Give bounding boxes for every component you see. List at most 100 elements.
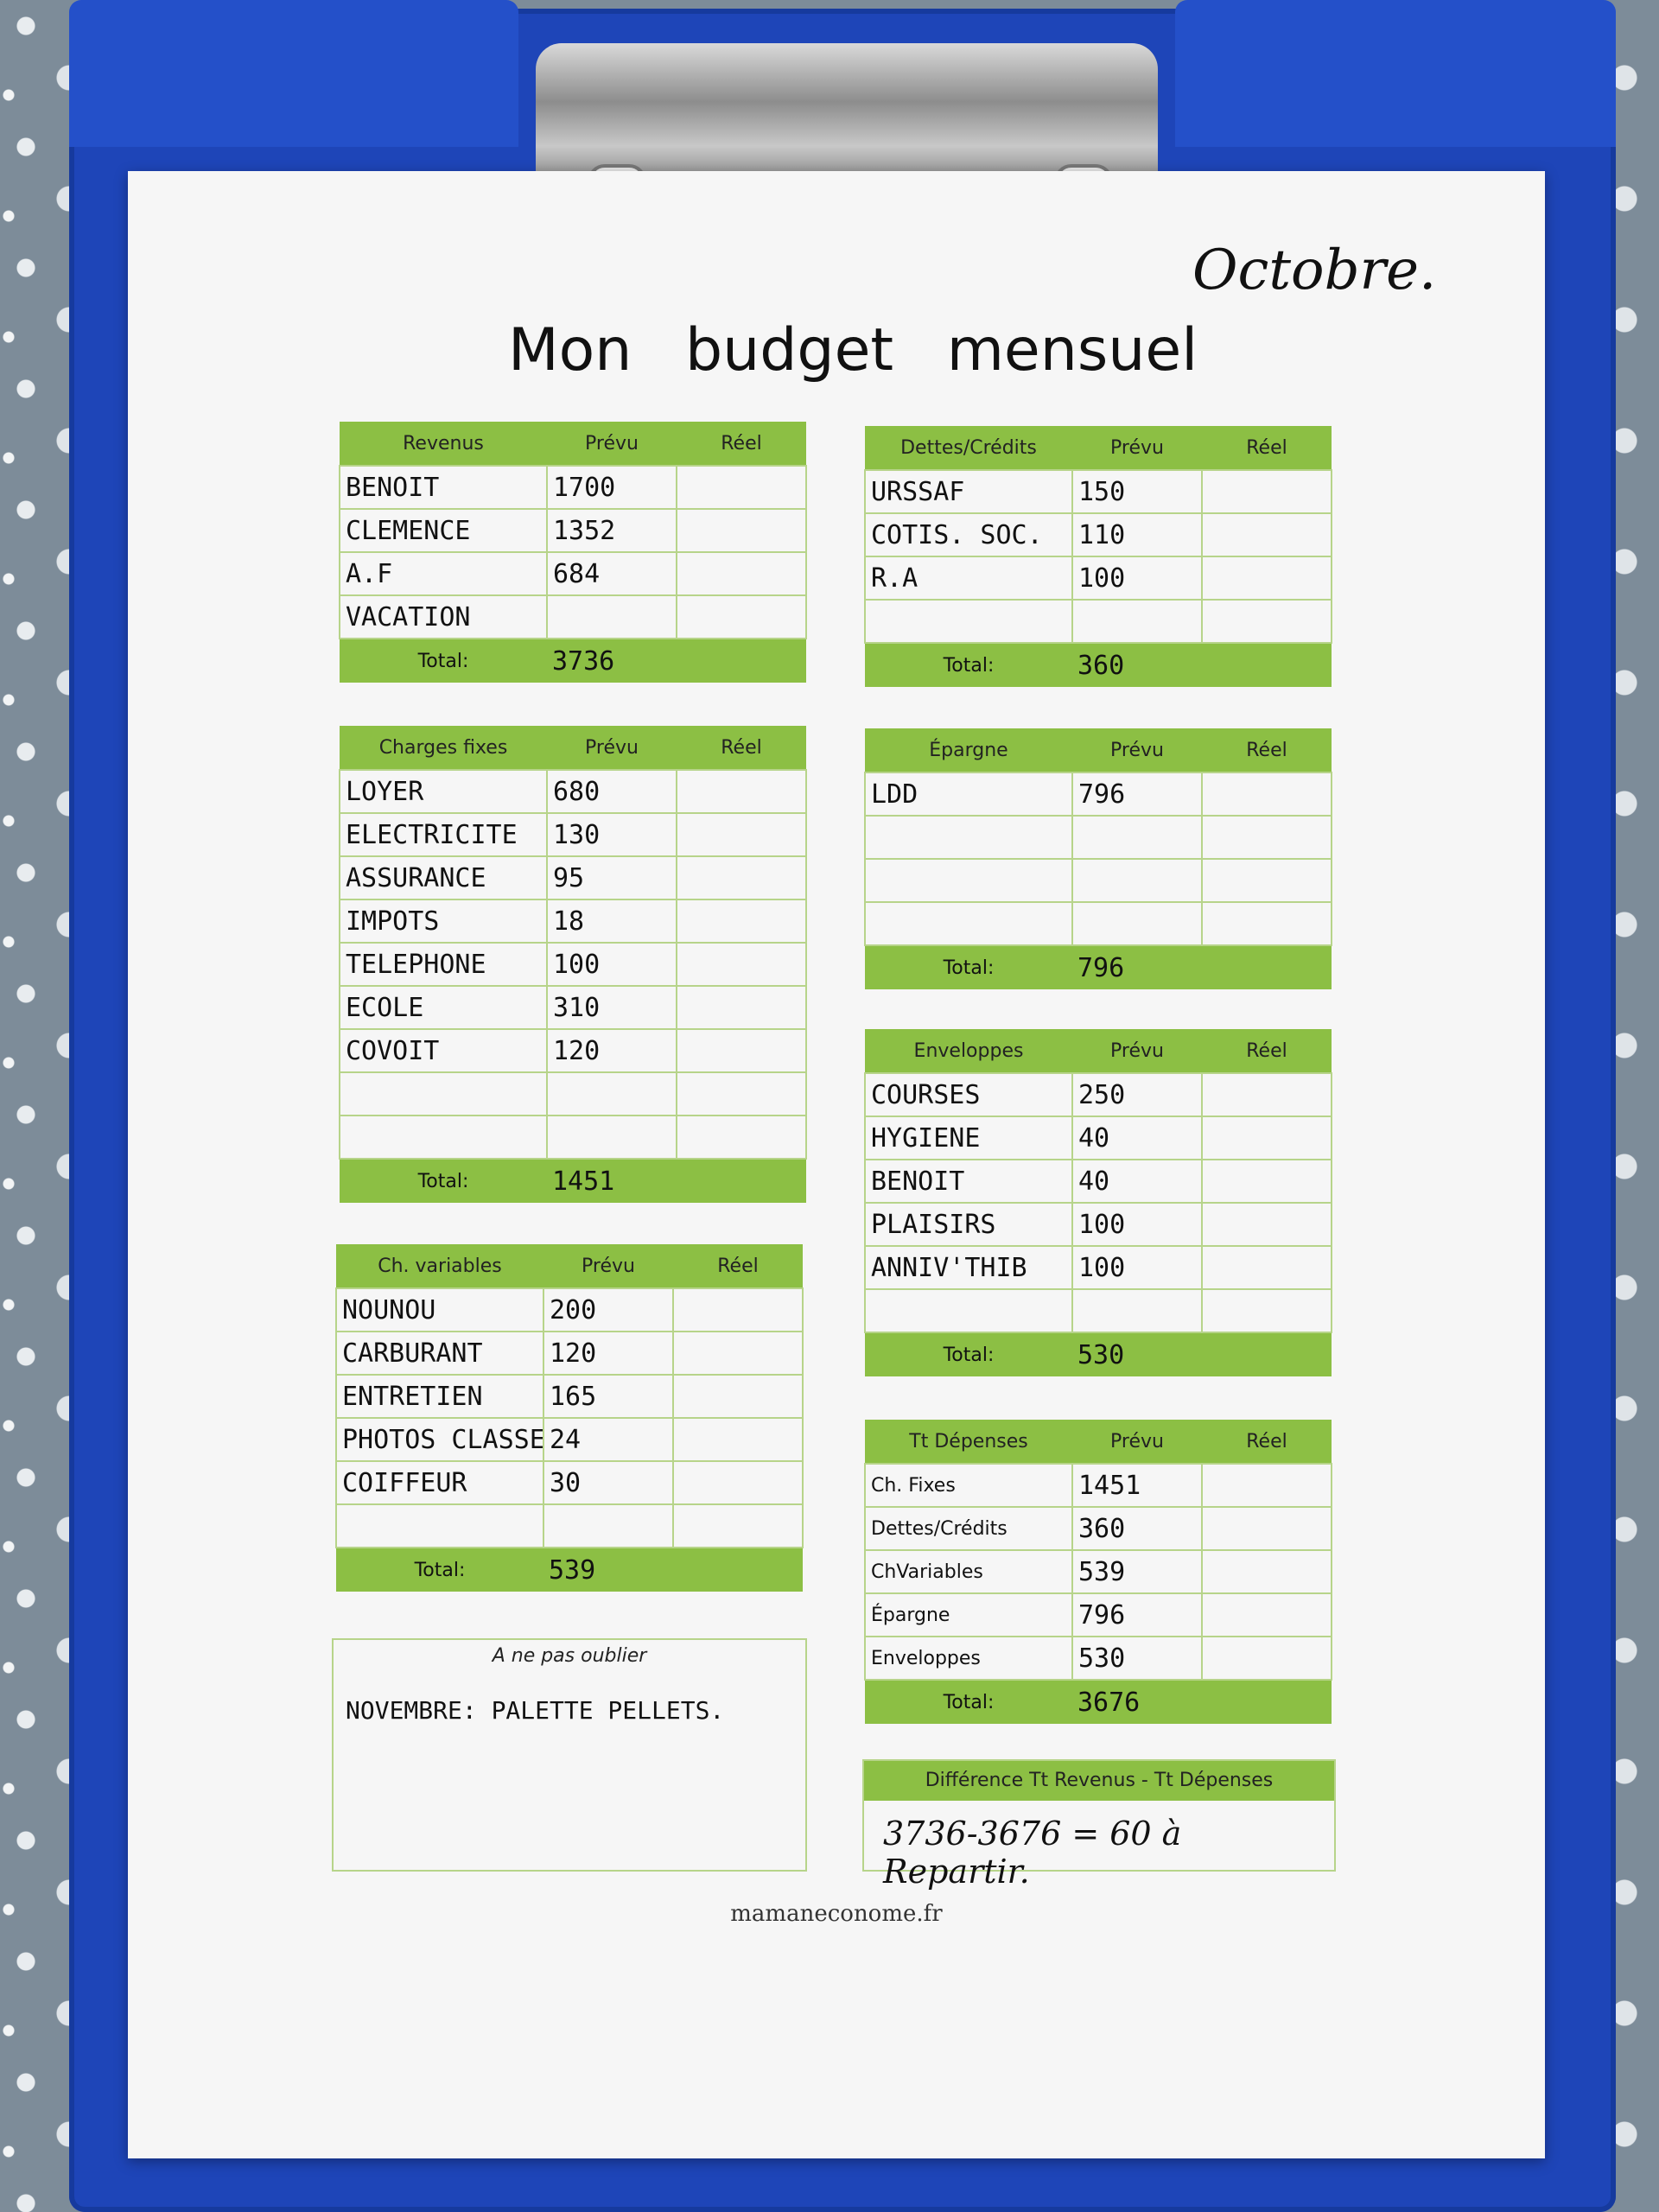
row-reel-value (672, 1503, 804, 1548)
table-row: Épargne 796 (864, 1592, 1332, 1637)
table-row: LDD 796 (864, 772, 1332, 817)
table-row: ANNIV'THIB 100 (864, 1245, 1332, 1290)
row-reel-value (1201, 556, 1332, 601)
table-row: BENOIT 1700 (339, 465, 807, 510)
row-prevu-value: 100 (1071, 556, 1203, 601)
row-reel-value (1201, 858, 1332, 903)
table-header-category: Charges fixes (340, 726, 547, 770)
table-header-reel: Réel (1202, 1420, 1332, 1464)
row-prevu-value: 40 (1071, 1116, 1203, 1160)
total-reel (1202, 1680, 1332, 1724)
table-row: ELECTRICITE 130 (339, 812, 807, 857)
row-label (339, 1115, 548, 1160)
table-header-category: Ch. variables (336, 1244, 543, 1288)
table-row: BENOIT 40 (864, 1159, 1332, 1204)
row-reel-value (676, 508, 807, 553)
row-label: Enveloppes (864, 1636, 1073, 1681)
row-label: HYGIENE (864, 1116, 1073, 1160)
row-reel-value (676, 855, 807, 900)
row-reel-value (676, 465, 807, 510)
table-header-reel: Réel (1202, 1029, 1332, 1073)
total-reel (677, 639, 806, 683)
total-label: Total: (865, 643, 1072, 687)
table-row: COVOIT 120 (339, 1028, 807, 1073)
table-header-reel: Réel (677, 422, 806, 466)
row-label: COTIS. SOC. (864, 512, 1073, 557)
row-reel-value (1201, 772, 1332, 817)
enveloppes-table: Enveloppes Prévu Réel COURSES 250 HYGIENE 40 BE… (864, 1029, 1332, 1376)
row-label (864, 1288, 1073, 1333)
row-reel-value (1201, 469, 1332, 514)
table-row: LOYER 680 (339, 769, 807, 814)
total-row: Total: 360 (865, 643, 1332, 687)
tt-depenses-table: Tt Dépenses Prévu Réel Ch. Fixes 1451 Dettes/… (864, 1420, 1332, 1724)
total-row: Total: 3676 (865, 1680, 1332, 1724)
row-prevu-value (546, 594, 677, 639)
row-label: COIFFEUR (335, 1460, 544, 1505)
row-reel-value (1201, 1072, 1332, 1117)
row-reel-value (1201, 599, 1332, 644)
row-prevu-value: 30 (543, 1460, 674, 1505)
table-row: A.F 684 (339, 551, 807, 596)
total-value: 530 (1072, 1332, 1202, 1376)
total-value: 796 (1072, 945, 1202, 989)
table-header-prevu: Prévu (1072, 1029, 1202, 1073)
row-prevu-value: 539 (1071, 1549, 1203, 1594)
row-label: PLAISIRS (864, 1202, 1073, 1247)
row-reel-value (1201, 901, 1332, 946)
row-reel-value (1201, 1245, 1332, 1290)
table-header-prevu: Prévu (1072, 1420, 1202, 1464)
row-label: LDD (864, 772, 1073, 817)
table-row: ASSURANCE 95 (339, 855, 807, 900)
budget-sheet: Octobre. Mon budget mensuel Revenus Prévu… (128, 171, 1545, 2158)
row-prevu-value: 680 (546, 769, 677, 814)
total-reel (1202, 1332, 1332, 1376)
table-header-category: Enveloppes (865, 1029, 1072, 1073)
row-prevu-value: 200 (543, 1287, 674, 1332)
table-row (864, 815, 1332, 860)
table-row: COIFFEUR 30 (335, 1460, 804, 1505)
row-label (335, 1503, 544, 1548)
website-footer: mamaneconome.fr (730, 1901, 943, 1927)
row-prevu-value: 1700 (546, 465, 677, 510)
table-row: TELEPHONE 100 (339, 942, 807, 987)
row-prevu-value (546, 1071, 677, 1116)
row-label (864, 901, 1073, 946)
total-label: Total: (865, 1332, 1072, 1376)
table-header-prevu: Prévu (543, 1244, 673, 1288)
row-prevu-value: 18 (546, 899, 677, 944)
row-prevu-value: 360 (1071, 1506, 1203, 1551)
row-prevu-value: 120 (546, 1028, 677, 1073)
reminder-header: A ne pas oublier (492, 1645, 647, 1667)
row-label: Épargne (864, 1592, 1073, 1637)
month-handwritten: Octobre. (1192, 238, 1437, 302)
total-row: Total: 539 (336, 1548, 803, 1592)
row-prevu-value: 250 (1071, 1072, 1203, 1117)
row-label: PHOTOS CLASSE (335, 1417, 544, 1462)
row-prevu-value: 530 (1071, 1636, 1203, 1681)
table-header-prevu: Prévu (547, 422, 677, 466)
ch-variables-table: Ch. variables Prévu Réel NOUNOU 200 CARBURANT… (335, 1244, 804, 1592)
row-prevu-value: 150 (1071, 469, 1203, 514)
table-row (339, 1071, 807, 1116)
row-reel-value (676, 551, 807, 596)
table-header-category: Tt Dépenses (865, 1420, 1072, 1464)
table-row: Dettes/Crédits 360 (864, 1506, 1332, 1551)
row-prevu-value: 1352 (546, 508, 677, 553)
row-label: COVOIT (339, 1028, 548, 1073)
row-label: BENOIT (864, 1159, 1073, 1204)
row-reel-value (676, 769, 807, 814)
total-row: Total: 3736 (340, 639, 806, 683)
row-reel-value (676, 1071, 807, 1116)
table-header-prevu: Prévu (1072, 426, 1202, 470)
row-label: ELECTRICITE (339, 812, 548, 857)
row-label: A.F (339, 551, 548, 596)
table-row: COURSES 250 (864, 1072, 1332, 1117)
total-label: Total: (865, 945, 1072, 989)
epargne-table: Épargne Prévu Réel LDD 796 Total: 796 (864, 728, 1332, 989)
row-reel-value (676, 985, 807, 1030)
row-prevu-value: 100 (546, 942, 677, 987)
table-row: ECOLE 310 (339, 985, 807, 1030)
row-label (339, 1071, 548, 1116)
row-reel-value (672, 1460, 804, 1505)
